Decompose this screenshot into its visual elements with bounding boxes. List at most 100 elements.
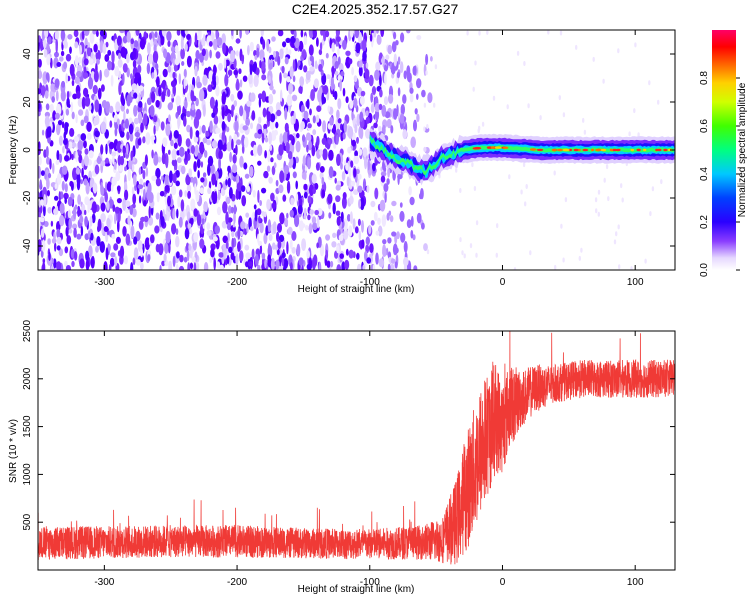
spectrogram-noise-cell — [366, 185, 370, 194]
spectrogram-noise-cell — [183, 76, 186, 90]
spectrogram-noise-cell — [65, 108, 70, 116]
spectrogram-noise-cell — [583, 129, 587, 135]
spectrogram-noise-cell — [88, 150, 94, 159]
spectrogram-noise-cell — [384, 192, 387, 203]
spectrogram-noise-cell — [312, 187, 317, 194]
spectrogram-noise-cell — [239, 105, 244, 117]
spectrogram-noise-cell — [244, 244, 250, 251]
spectrogram-noise-cell — [316, 135, 320, 147]
spectrogram-noise-cell — [105, 247, 109, 261]
spectrogram-noise-cell — [266, 199, 271, 211]
spectrogram-noise-cell — [651, 186, 655, 192]
spectrogram-noise-cell — [633, 108, 636, 114]
spectrogram-noise-cell — [163, 48, 168, 59]
snr-x-label: Height of straight line (km) — [298, 584, 415, 595]
spectrogram-noise-cell — [170, 46, 176, 53]
spectrogram-noise-cell — [409, 93, 414, 103]
spectrogram-peak — [502, 146, 509, 149]
spectrogram-noise-cell — [230, 93, 235, 102]
spectrogram-noise-cell — [387, 263, 391, 270]
spectrogram-noise-cell — [282, 194, 287, 202]
spectrogram-noise-cell — [327, 193, 333, 204]
spectrogram-noise-cell — [100, 144, 104, 155]
spectrogram-noise-cell — [390, 125, 394, 134]
spectrogram-noise-cell — [66, 90, 70, 100]
spectrogram-noise-cell — [423, 126, 426, 132]
spectrogram-noise-cell — [325, 30, 330, 38]
spectrogram-noise-cell — [278, 144, 284, 156]
spectrogram-noise-cell — [108, 264, 112, 270]
spectrogram-noise-cell — [430, 56, 433, 62]
spectrogram-noise-cell — [236, 50, 239, 57]
spectrogram-noise-cell — [387, 44, 393, 55]
spectrogram-noise-cell — [46, 54, 51, 66]
snr-y-axis: 500 1000 1500 2000 2500 — [22, 319, 675, 531]
spectrogram-noise-cell — [47, 207, 52, 214]
spectrogram-noise-cell — [56, 228, 61, 239]
spectrogram-noise-cell — [332, 202, 336, 215]
spectrogram-noise-cell — [374, 69, 380, 81]
spectrogram-noise-cell — [140, 262, 144, 270]
spectrogram-noise-cell — [56, 150, 60, 161]
spectrogram-noise-cell — [365, 62, 369, 69]
spectrogram-noise-cell — [409, 87, 414, 94]
spectrogram-noise-cell — [38, 103, 41, 109]
spectrogram-noise-cell — [188, 168, 193, 178]
snr-x-tick-label: -300 — [94, 577, 114, 588]
spectrogram-noise-cell — [127, 168, 132, 182]
spectrogram-noise-cell — [267, 254, 272, 262]
spectrogram-noise-cell — [369, 243, 374, 254]
spectrogram-noise-cell — [296, 132, 300, 139]
spectrogram-noise-cell — [132, 59, 137, 69]
spectrogram-noise-cell — [227, 112, 232, 123]
spectrogram-noise-cell — [65, 73, 68, 84]
spectrogram-noise-cell — [410, 215, 414, 227]
spectrogram-noise-cell — [55, 205, 59, 215]
spectrogram-noise-cell — [396, 231, 400, 240]
spectrogram-noise-cell — [93, 117, 97, 127]
spectrogram-noise-cell — [216, 261, 221, 269]
spectrogram-noise-cell — [120, 92, 124, 106]
spectrogram-noise-cell — [390, 65, 396, 75]
spectrogram-noise-cell — [334, 70, 339, 76]
spectrogram-noise-cell — [268, 93, 274, 105]
spectrogram-noise-cell — [53, 231, 56, 244]
spectrogram-noise-cell — [126, 143, 129, 155]
spectrogram-noise-cell — [275, 179, 279, 187]
spectrogram-peak — [590, 148, 595, 152]
spectrogram-noise-cell — [275, 102, 281, 112]
spectrogram-noise-cell — [403, 241, 408, 253]
spectrogram-noise-cell — [340, 211, 344, 223]
spectrogram-noise-cell — [202, 104, 206, 117]
spectrogram-noise-cell — [302, 172, 307, 180]
spectrogram-noise-cell — [227, 165, 231, 173]
spectrogram-noise-cell — [308, 133, 312, 142]
spectrogram-noise-cell — [187, 223, 192, 229]
spectrogram-noise-cell — [335, 210, 341, 216]
spectrogram-noise-cell — [290, 197, 295, 206]
spectrogram-noise-cell — [148, 205, 151, 219]
spectrogram-noise-cell — [111, 151, 117, 157]
spectrogram-noise-cell — [362, 264, 366, 270]
spectrogram-noise-cell — [402, 129, 408, 140]
spectrogram-noise-cell — [266, 165, 271, 172]
spectrogram-noise-cell — [336, 245, 340, 254]
spectrogram-noise-cell — [186, 124, 191, 133]
spectrogram-noise-cell — [117, 219, 120, 233]
spectrogram-noise-cell — [39, 217, 45, 223]
spectrogram-noise-cell — [60, 50, 65, 57]
spectrogram-noise-cell — [167, 65, 172, 73]
spectrogram-noise-cell — [378, 125, 382, 133]
spectrogram-noise-cell — [131, 186, 135, 196]
spectrogram-noise-cell — [355, 42, 361, 54]
spectrogram-noise-cell — [102, 43, 107, 55]
spectrogram-noise-cell — [272, 50, 277, 58]
spectrogram-noise-cell — [373, 30, 377, 38]
spectrogram-noise-cell — [214, 225, 220, 235]
spectrogram-noise-cell — [154, 225, 160, 234]
spectrogram-noise-cell — [60, 30, 66, 42]
spectrogram-noise-cell — [244, 173, 250, 179]
spectrogram-noise-cell — [393, 53, 397, 67]
spectrogram-noise-cell — [86, 132, 92, 140]
spectrogram-noise-cell — [178, 265, 185, 270]
